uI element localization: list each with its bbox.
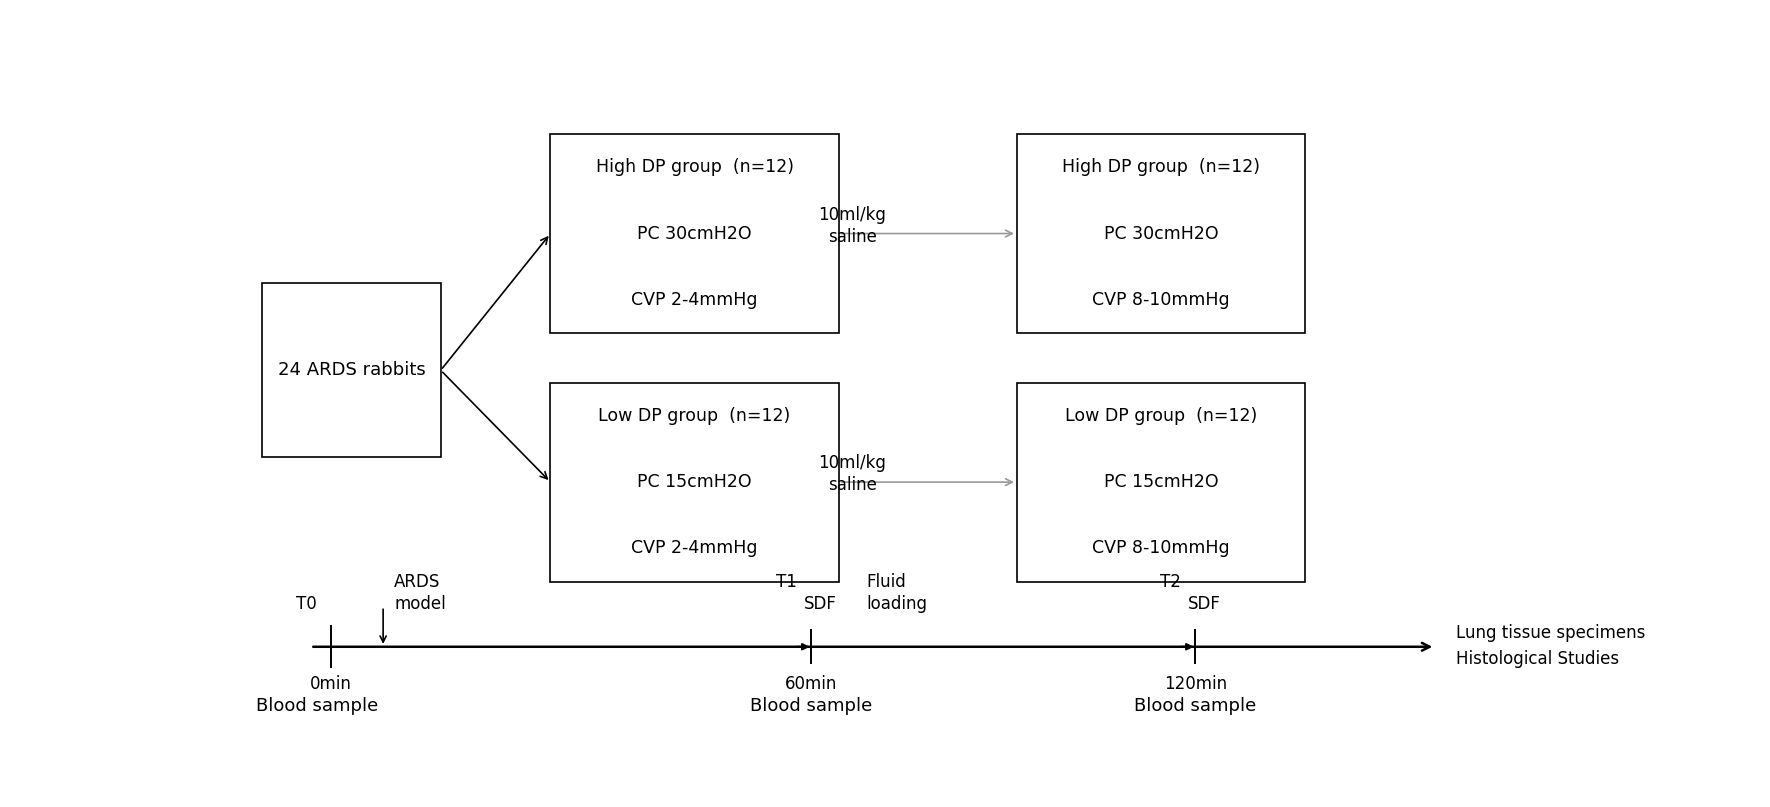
Text: Fluid: Fluid (866, 573, 906, 591)
Text: T1: T1 (775, 573, 796, 591)
Text: T2: T2 (1159, 573, 1181, 591)
Text: SDF: SDF (1188, 595, 1221, 613)
Text: High DP group  (n=12): High DP group (n=12) (595, 158, 793, 176)
Text: 60min: 60min (784, 675, 837, 692)
Text: model: model (395, 595, 446, 613)
Text: PC 30cmH2O: PC 30cmH2O (1103, 224, 1218, 243)
Text: CVP 8-10mmHg: CVP 8-10mmHg (1092, 291, 1230, 309)
Text: Low DP group  (n=12): Low DP group (n=12) (1066, 407, 1257, 424)
Text: saline: saline (828, 476, 876, 494)
Text: High DP group  (n=12): High DP group (n=12) (1062, 158, 1260, 176)
Text: Blood sample: Blood sample (750, 697, 873, 715)
Text: 10ml/kg: 10ml/kg (818, 206, 887, 224)
Text: T0: T0 (296, 595, 317, 613)
Text: ARDS: ARDS (395, 573, 441, 591)
Text: Low DP group  (n=12): Low DP group (n=12) (598, 407, 791, 424)
Text: CVP 2-4mmHg: CVP 2-4mmHg (632, 539, 758, 558)
FancyBboxPatch shape (1016, 134, 1304, 333)
Text: CVP 2-4mmHg: CVP 2-4mmHg (632, 291, 758, 309)
Text: Lung tissue specimens: Lung tissue specimens (1455, 624, 1644, 642)
Text: Blood sample: Blood sample (257, 697, 379, 715)
Text: SDF: SDF (804, 595, 837, 613)
FancyBboxPatch shape (1016, 383, 1304, 582)
FancyBboxPatch shape (550, 383, 839, 582)
Text: PC 30cmH2O: PC 30cmH2O (637, 224, 752, 243)
Text: Histological Studies: Histological Studies (1455, 650, 1620, 668)
Text: PC 15cmH2O: PC 15cmH2O (637, 473, 752, 491)
Text: 10ml/kg: 10ml/kg (818, 454, 887, 472)
Text: Blood sample: Blood sample (1135, 697, 1257, 715)
Text: saline: saline (828, 228, 876, 245)
Text: PC 15cmH2O: PC 15cmH2O (1103, 473, 1218, 491)
FancyBboxPatch shape (550, 134, 839, 333)
Text: 120min: 120min (1163, 675, 1227, 692)
FancyBboxPatch shape (262, 283, 441, 458)
Text: loading: loading (866, 595, 927, 613)
Text: CVP 8-10mmHg: CVP 8-10mmHg (1092, 539, 1230, 558)
Text: 24 ARDS rabbits: 24 ARDS rabbits (278, 362, 425, 379)
Text: 0min: 0min (310, 675, 352, 692)
